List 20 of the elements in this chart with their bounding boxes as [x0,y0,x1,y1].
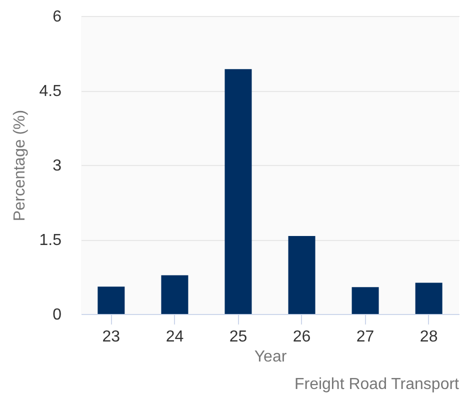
x-tick-label: 28 [420,328,438,346]
y-tick-label: 3 [52,158,62,174]
x-tick-label: 24 [166,328,184,346]
bar [415,282,442,314]
x-tick-label: 26 [292,328,311,346]
y-tick-label: 4.5 [39,83,62,100]
bar [161,275,188,314]
text: Freight Road Transport [294,376,460,393]
x-tick-label: 23 [102,328,120,346]
bar [352,287,379,314]
bar [98,286,125,314]
bar [224,69,252,314]
bar [288,236,316,314]
x-tick-label: 25 [229,328,248,346]
y-tick-label: 0 [52,306,62,324]
x-axis-title: Year [254,348,288,366]
x-tick-label: 27 [356,328,374,346]
y-tick-label: 1.5 [39,232,62,249]
y-axis-title: Percentage (%) [11,110,28,222]
y-tick-label: 6 [52,8,62,26]
